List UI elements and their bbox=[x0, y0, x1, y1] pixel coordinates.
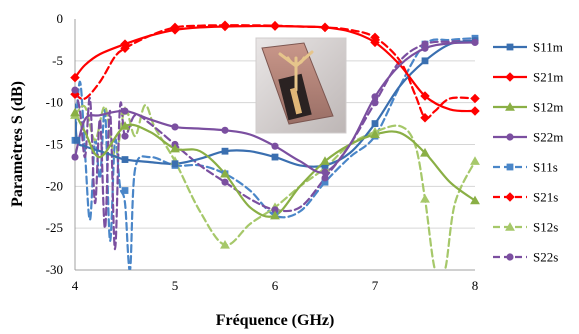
data-point-s22s bbox=[71, 86, 79, 94]
data-point-s11m bbox=[421, 57, 429, 65]
data-point-s11m bbox=[221, 147, 229, 155]
x-tick-label: 4 bbox=[72, 278, 79, 293]
data-point-s12m bbox=[70, 107, 80, 117]
legend-label: S22m bbox=[533, 130, 563, 145]
data-point-s12m bbox=[470, 195, 480, 205]
x-tick-label: 8 bbox=[472, 278, 479, 293]
legend-marker bbox=[506, 43, 514, 51]
data-point-s21m bbox=[470, 106, 480, 116]
data-point-s22s bbox=[121, 132, 129, 140]
data-point-s12m bbox=[320, 156, 330, 165]
x-tick-label: 7 bbox=[372, 278, 379, 293]
data-point-s22m bbox=[221, 126, 229, 134]
data-point-s12m bbox=[220, 168, 230, 178]
legend-marker bbox=[505, 72, 515, 82]
y-tick-label: -20 bbox=[46, 178, 63, 193]
data-point-s21s bbox=[370, 32, 380, 43]
legend-item-s21m: S21m bbox=[493, 70, 563, 85]
legend-marker bbox=[505, 102, 515, 111]
legend-label: S11s bbox=[533, 160, 558, 175]
axes: 0 -5 -10 -15 -20 -25 -30 4 5 6 7 8 bbox=[46, 11, 479, 293]
data-point-s21m bbox=[170, 25, 180, 35]
data-point-s22m bbox=[371, 93, 379, 101]
series-line-s11m bbox=[75, 39, 475, 168]
legend-item-s22s: S22s bbox=[493, 250, 558, 265]
data-point-s12s bbox=[420, 193, 430, 203]
legend-marker bbox=[505, 222, 515, 231]
data-point-s11m bbox=[271, 153, 279, 161]
y-tick-label: 0 bbox=[57, 11, 64, 26]
legend-item-s21s: S21s bbox=[493, 190, 558, 205]
data-point-s21m bbox=[220, 21, 230, 32]
legend-item-s11s: S11s bbox=[493, 160, 558, 175]
inset-photo bbox=[255, 37, 347, 134]
data-point-s22s bbox=[321, 174, 329, 182]
legend-label: S21s bbox=[533, 190, 558, 205]
legend-label: S12m bbox=[533, 100, 563, 115]
y-tick-label: -25 bbox=[46, 220, 63, 235]
legend-item-s11m: S11m bbox=[493, 40, 563, 55]
x-tick-label: 6 bbox=[272, 278, 279, 293]
series-line-s11s bbox=[75, 37, 475, 270]
legend-label: S22s bbox=[533, 250, 558, 265]
data-point-s21s bbox=[470, 93, 480, 104]
data-point-s22m bbox=[321, 168, 329, 176]
legend-label: S12s bbox=[533, 220, 558, 235]
legend-marker bbox=[506, 253, 514, 261]
data-point-s21m bbox=[370, 37, 380, 48]
legend: S11m S21m S12m S22m S11s S21s S12s S22s bbox=[493, 40, 563, 265]
data-point-s21m bbox=[320, 22, 330, 33]
legend-marker bbox=[506, 133, 514, 141]
data-point-s21m bbox=[70, 72, 80, 83]
data-point-s22m bbox=[121, 107, 129, 115]
data-point-s11m bbox=[371, 120, 379, 127]
data-point-s21s bbox=[420, 112, 430, 123]
y-axis-label: Paramètres S (dB) bbox=[9, 81, 26, 207]
data-point-s12m bbox=[370, 129, 380, 139]
data-point-s12m bbox=[120, 121, 130, 130]
data-point-s12s bbox=[470, 156, 480, 165]
data-point-s11s bbox=[121, 187, 129, 194]
y-tick-label: -30 bbox=[46, 262, 63, 277]
y-tick-label: -5 bbox=[52, 53, 63, 68]
legend-item-s12m: S12m bbox=[493, 100, 563, 115]
data-point-s21m bbox=[420, 91, 430, 101]
x-axis-label: Fréquence (GHz) bbox=[216, 312, 335, 329]
data-point-s21m bbox=[270, 21, 280, 31]
data-point-s22m bbox=[471, 38, 479, 46]
data-point-s12s bbox=[220, 239, 230, 249]
legend-item-s22m: S22m bbox=[493, 130, 563, 145]
legend-item-s12s: S12s bbox=[493, 220, 558, 235]
data-point-s22m bbox=[271, 142, 279, 150]
data-point-s22m bbox=[71, 153, 79, 161]
data-point-s22m bbox=[171, 123, 179, 131]
x-tick-label: 5 bbox=[172, 278, 179, 293]
legend-label: S21m bbox=[533, 70, 563, 85]
data-point-s11m bbox=[171, 160, 179, 168]
data-point-s11s bbox=[321, 178, 329, 186]
y-tick-label: -15 bbox=[46, 137, 63, 152]
data-point-s22s bbox=[221, 178, 229, 186]
data-point-s11m bbox=[121, 156, 129, 163]
data-point-s21s bbox=[70, 89, 80, 100]
data-point-s11m bbox=[321, 162, 329, 169]
markers bbox=[70, 20, 480, 249]
data-point-s21m bbox=[120, 39, 130, 49]
data-point-s12m bbox=[270, 210, 280, 220]
data-point-s12m bbox=[420, 147, 430, 157]
legend-marker bbox=[506, 163, 514, 171]
legend-marker bbox=[505, 192, 515, 202]
legend-label: S11m bbox=[533, 40, 563, 55]
data-point-s22s bbox=[371, 99, 379, 107]
data-point-s12m bbox=[170, 143, 180, 153]
data-point-s11m bbox=[73, 136, 81, 144]
y-tick-label: -10 bbox=[46, 95, 63, 110]
data-point-s22m bbox=[421, 44, 429, 52]
data-point-s22s bbox=[271, 206, 279, 214]
